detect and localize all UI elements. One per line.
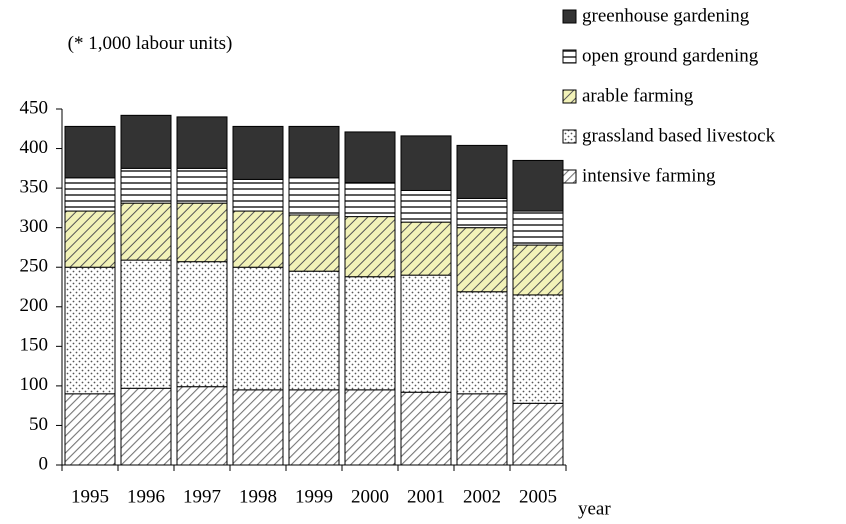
bar-segment	[288, 270, 340, 391]
y-tick-label: 150	[20, 335, 49, 356]
bar-segment	[456, 291, 508, 395]
x-tick-label: 1998	[239, 486, 277, 507]
legend-label: intensive farming	[582, 165, 716, 186]
bar-segment	[400, 189, 452, 223]
x-tick-label: 2001	[407, 486, 445, 507]
legend-swatch	[562, 9, 577, 24]
legend-swatch	[562, 89, 577, 104]
legend-swatch	[562, 49, 577, 64]
bar-segment	[232, 210, 284, 268]
bar-segment	[64, 393, 116, 466]
y-tick-label: 0	[39, 453, 49, 474]
bar-segment	[232, 266, 284, 391]
x-tick-label: 2005	[519, 486, 557, 507]
y-tick-label: 50	[29, 414, 48, 435]
bar-segment	[120, 387, 172, 466]
bar-segment	[400, 221, 452, 276]
bar-segment	[176, 386, 228, 466]
bar-segment	[512, 402, 564, 466]
y-tick-label: 250	[20, 256, 49, 277]
x-axis-label: year	[578, 498, 611, 519]
x-tick-label: 1999	[295, 486, 333, 507]
bar-segment	[120, 114, 172, 169]
bar-segment	[232, 178, 284, 212]
x-tick-label: 2002	[463, 486, 501, 507]
bar-segment	[456, 227, 508, 293]
y-axis-label: (* 1,000 labour units)	[67, 33, 233, 54]
bar-segment	[288, 389, 340, 466]
y-tick-label: 350	[20, 176, 49, 197]
legend-label: greenhouse gardening	[582, 5, 750, 26]
bar-segment	[400, 135, 452, 191]
y-tick-label: 300	[20, 216, 49, 237]
legend-label: open ground gardening	[582, 45, 759, 66]
bar-segment	[456, 144, 508, 199]
bar-segment	[512, 210, 564, 246]
bar-segment	[176, 261, 228, 388]
bar-segment	[400, 274, 452, 393]
legend-label: grassland based livestock	[582, 125, 776, 146]
bar-segment	[288, 177, 340, 216]
bar-segment	[344, 216, 396, 278]
bar-segment	[176, 167, 228, 204]
legend-swatch	[562, 169, 577, 184]
bar-segment	[344, 182, 396, 218]
legend-label: arable farming	[582, 85, 694, 106]
bar-segment	[456, 393, 508, 466]
bar-segment	[64, 125, 116, 179]
bar-segment	[64, 177, 116, 212]
bar-segment	[176, 202, 228, 263]
bar-segment	[120, 202, 172, 261]
x-tick-label: 1997	[183, 486, 221, 507]
bar-segment	[232, 125, 284, 180]
bar-segment	[400, 391, 452, 466]
x-tick-label: 1995	[71, 486, 109, 507]
bar-segment	[288, 214, 340, 272]
y-tick-label: 200	[20, 295, 49, 316]
x-tick-label: 2000	[351, 486, 389, 507]
x-tick-label: 1996	[127, 486, 165, 507]
bar-segment	[64, 266, 116, 395]
bar-segment	[456, 197, 508, 229]
bar-segment	[512, 244, 564, 296]
bar-segment	[176, 116, 228, 169]
bar-segment	[288, 125, 340, 179]
y-tick-label: 400	[20, 137, 49, 158]
bar-segment	[344, 389, 396, 466]
bar-segment	[344, 131, 396, 184]
bar-segment	[232, 389, 284, 466]
legend-swatch	[562, 129, 577, 144]
bar-segment	[512, 159, 564, 212]
bar-segment	[344, 276, 396, 391]
bar-segment	[120, 167, 172, 204]
bar-segment	[64, 210, 116, 268]
y-tick-label: 450	[20, 97, 49, 118]
bar-segment	[512, 294, 564, 404]
y-tick-label: 100	[20, 374, 49, 395]
bar-segment	[120, 259, 172, 389]
